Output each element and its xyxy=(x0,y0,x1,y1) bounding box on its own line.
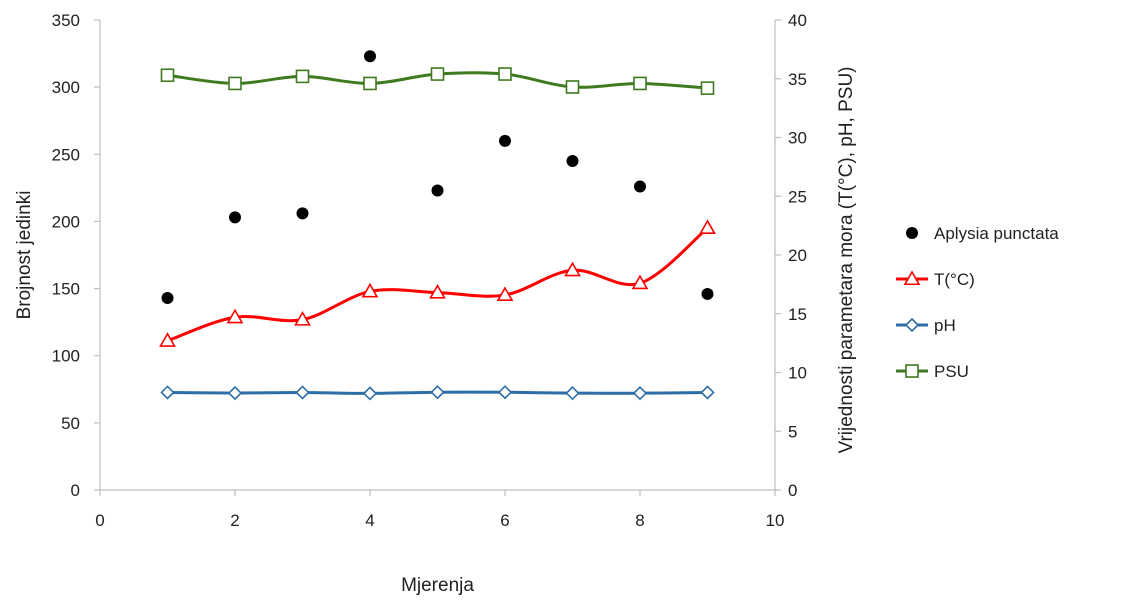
data-point xyxy=(227,385,243,401)
data-point xyxy=(228,76,242,91)
series-psu xyxy=(160,67,715,95)
y-axis-left-title: Brojnost jedinki xyxy=(14,191,35,320)
data-point xyxy=(363,76,377,91)
legend-item: Aplysia punctata xyxy=(906,224,1059,243)
legend-item: pH xyxy=(896,316,956,335)
data-point xyxy=(564,261,581,277)
legend-marker xyxy=(905,364,919,378)
y-right-tick-label: 30 xyxy=(788,129,807,148)
series-aplysia-punctata xyxy=(161,50,714,304)
data-point xyxy=(226,308,244,324)
data-point xyxy=(701,287,714,300)
data-point xyxy=(699,219,716,235)
data-point xyxy=(631,274,649,290)
data-point xyxy=(361,282,379,298)
data-point xyxy=(565,80,580,94)
y-left-tick-label: 300 xyxy=(52,78,80,97)
y-right-tick-label: 35 xyxy=(788,70,807,89)
x-tick-label: 10 xyxy=(766,511,785,530)
legend-label: PSU xyxy=(934,362,969,381)
legend-item: PSU xyxy=(896,362,969,381)
y-right-tick-label: 5 xyxy=(788,422,797,441)
y-axis-right-title: Vrijednosti parametara mora (T(°C), pH, … xyxy=(836,67,857,454)
data-point xyxy=(498,67,512,81)
y-left-tick-label: 0 xyxy=(71,481,80,500)
legend: Aplysia punctata T(°C) pH PSU xyxy=(896,224,1059,381)
data-point xyxy=(634,180,646,193)
x-tick-label: 0 xyxy=(95,511,104,530)
x-tick-label: 2 xyxy=(230,511,239,530)
y-right-tick-label: 25 xyxy=(788,187,807,206)
data-point xyxy=(497,385,513,400)
y-left-tick-label: 350 xyxy=(52,11,80,30)
y-right-tick-label: 10 xyxy=(788,364,807,383)
data-point xyxy=(700,81,715,95)
data-point xyxy=(499,134,511,147)
series-t-c xyxy=(159,219,716,347)
series-layer xyxy=(159,50,716,401)
y-right-tick-label: 15 xyxy=(788,305,807,324)
y-right-tick-label: 0 xyxy=(788,481,797,500)
x-tick-label: 4 xyxy=(365,511,374,530)
legend-label: T(°C) xyxy=(934,270,975,289)
legend-marker xyxy=(903,270,921,286)
data-point xyxy=(161,291,174,304)
data-point xyxy=(430,67,445,81)
data-point xyxy=(160,385,175,400)
data-point xyxy=(633,76,647,91)
data-point xyxy=(431,184,444,197)
y-right-tick-label: 40 xyxy=(788,11,807,30)
data-point xyxy=(296,207,309,220)
y-left-tick-label: 150 xyxy=(52,280,80,299)
data-point xyxy=(429,283,446,299)
data-point xyxy=(295,385,310,400)
data-point xyxy=(160,68,175,83)
y-left-tick-label: 250 xyxy=(52,145,80,164)
data-point xyxy=(632,386,648,401)
legend-marker xyxy=(906,227,918,239)
y-left-tick-label: 200 xyxy=(52,212,80,231)
data-point xyxy=(294,311,311,326)
data-point xyxy=(430,385,445,400)
data-point xyxy=(566,155,579,167)
y-left-tick-label: 50 xyxy=(61,414,80,433)
x-tick-label: 6 xyxy=(500,511,509,530)
y-left-tick-label: 100 xyxy=(52,347,80,366)
x-tick-label: 8 xyxy=(635,511,644,530)
axes: 0 50 100 150 200 250 300 350 0 5 10 15 20 25 30 35 40 0 2 4… xyxy=(52,11,807,530)
data-point xyxy=(565,386,580,401)
legend-label: Aplysia punctata xyxy=(934,224,1059,243)
legend-marker xyxy=(904,317,920,333)
data-point xyxy=(295,69,310,84)
data-point xyxy=(362,386,378,401)
series-ph xyxy=(160,385,715,401)
legend-item: T(°C) xyxy=(896,270,975,289)
data-point xyxy=(700,385,715,400)
data-point xyxy=(159,332,176,347)
data-point xyxy=(496,286,514,302)
data-point xyxy=(364,50,376,63)
x-axis-title: Mjerenja xyxy=(401,575,474,596)
data-point xyxy=(229,211,241,224)
y-right-tick-label: 20 xyxy=(788,246,807,265)
legend-label: pH xyxy=(934,316,956,335)
